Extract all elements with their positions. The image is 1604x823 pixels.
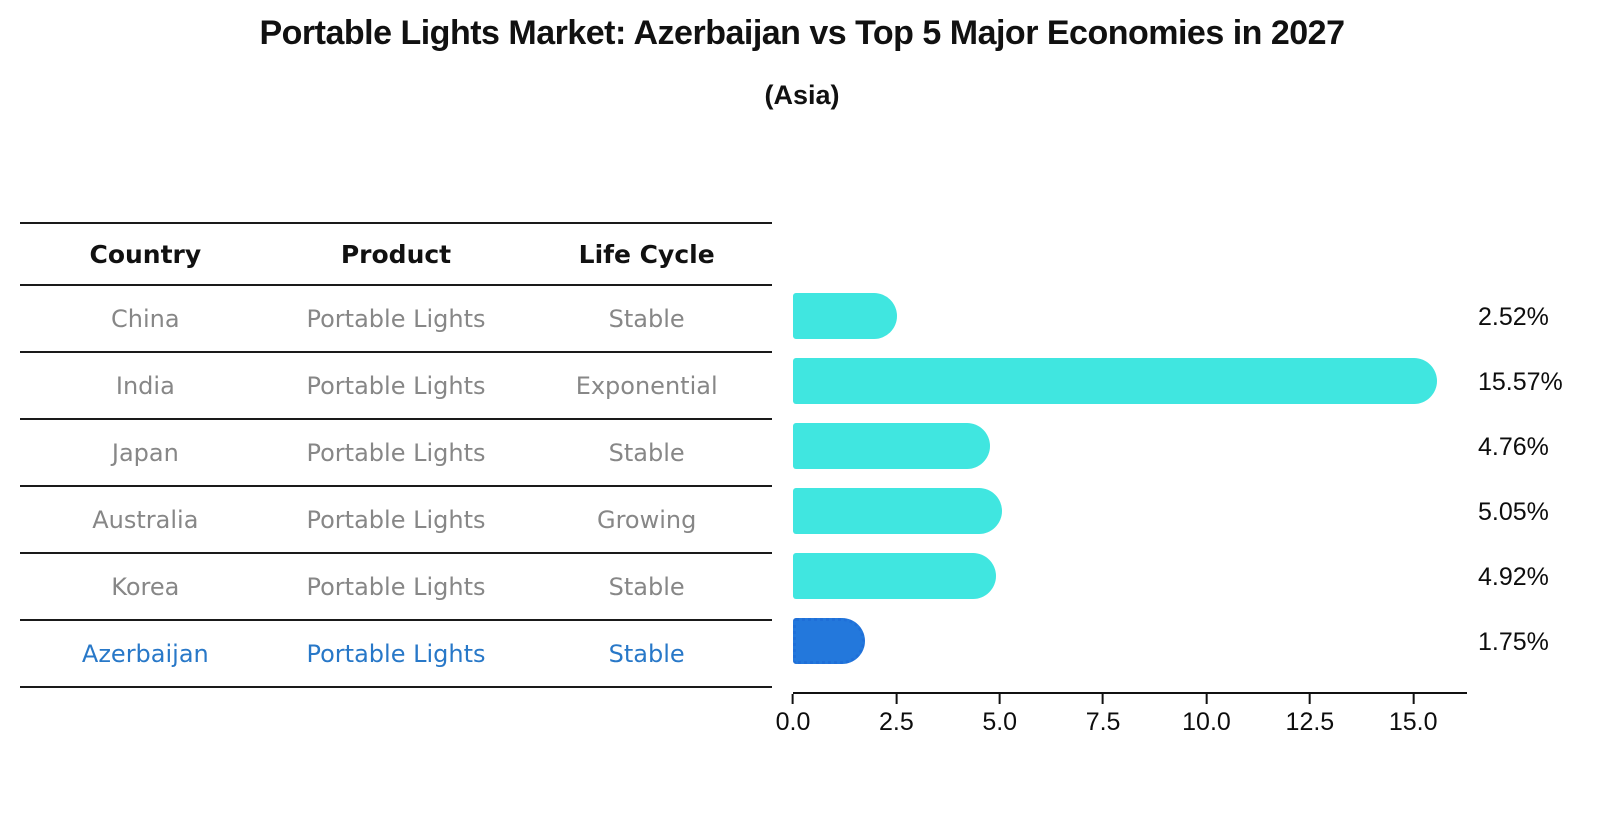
value-label-korea: 4.92% (1478, 563, 1549, 591)
tick-mark (1308, 694, 1311, 704)
cell-life-cycle: Stable (608, 639, 685, 668)
cell-country: India (115, 371, 175, 400)
x-tick: 7.5 (1085, 694, 1121, 737)
table-row-japan: Japan Portable Lights Stable (20, 420, 772, 487)
tick-mark (1412, 694, 1415, 704)
x-tick: 10.0 (1182, 694, 1231, 737)
tick-mark (1205, 694, 1208, 704)
value-label-india: 15.57% (1478, 368, 1563, 396)
bar-china (793, 293, 898, 339)
table-row-china: China Portable Lights Stable (20, 286, 772, 353)
value-label-japan: 4.76% (1478, 433, 1549, 461)
table-row-azerbaijan: Azerbaijan Portable Lights Stable (20, 621, 772, 688)
cell-life-cycle: Growing (596, 505, 697, 534)
tick-label: 0.0 (775, 708, 811, 736)
bar-row-korea (793, 553, 1467, 599)
cell-life-cycle: Exponential (575, 371, 718, 400)
tick-mark (791, 694, 794, 704)
x-tick: 12.5 (1285, 694, 1335, 737)
cell-product: Portable Lights (306, 438, 486, 467)
bar-row-australia (793, 488, 1467, 534)
bar-japan (793, 423, 990, 469)
value-label-australia: 5.05% (1478, 498, 1549, 526)
x-tick: 0.0 (775, 694, 811, 737)
table-header-row: Country Product Life Cycle (20, 222, 772, 286)
cell-life-cycle: Stable (608, 438, 685, 467)
value-label-china: 2.52% (1478, 303, 1549, 331)
bar-azerbaijan-highlighted (793, 618, 866, 664)
cell-product: Portable Lights (306, 304, 486, 333)
tick-label: 5.0 (982, 708, 1018, 736)
bar-india (793, 358, 1437, 404)
chart-subtitle: (Asia) (764, 80, 840, 110)
x-tick: 15.0 (1389, 694, 1438, 737)
cell-country: Japan (111, 438, 179, 467)
tick-label: 2.5 (879, 708, 914, 736)
cell-product: Portable Lights (306, 639, 486, 668)
table-row-australia: Australia Portable Lights Growing (20, 487, 772, 554)
tick-label: 15.0 (1388, 708, 1438, 736)
bar-row-azerbaijan (793, 618, 1467, 664)
cell-country: Australia (92, 505, 199, 534)
x-tick: 5.0 (982, 694, 1017, 737)
value-label-azerbaijan: 1.75% (1478, 628, 1549, 656)
tick-label: 7.5 (1085, 708, 1121, 736)
cell-life-cycle: Stable (608, 304, 685, 333)
cell-product: Portable Lights (306, 371, 486, 400)
chart-title: Portable Lights Market: Azerbaijan vs To… (259, 14, 1345, 52)
cell-country: China (111, 304, 180, 333)
tick-label: 10.0 (1182, 708, 1231, 736)
tick-mark (1102, 694, 1105, 704)
cell-product: Portable Lights (306, 572, 486, 601)
bar-row-india (793, 358, 1467, 404)
bar-plot-area (793, 284, 1467, 674)
header-life-cycle: Life Cycle (578, 239, 715, 269)
bar-korea (793, 553, 997, 599)
bar-australia (793, 488, 1002, 534)
table-row-india: India Portable Lights Exponential (20, 353, 772, 420)
table-row-korea: Korea Portable Lights Stable (20, 554, 772, 621)
x-tick: 2.5 (879, 694, 914, 737)
cell-product: Portable Lights (306, 505, 486, 534)
cell-life-cycle: Stable (608, 572, 685, 601)
bar-row-japan (793, 423, 1467, 469)
tick-mark (998, 694, 1001, 704)
cell-country: Korea (111, 572, 180, 601)
tick-mark (895, 694, 898, 704)
header-country: Country (89, 239, 202, 269)
tick-label: 12.5 (1285, 708, 1335, 736)
x-axis: 0.0 2.5 5.0 7.5 10.0 12.5 15.0 (776, 692, 1467, 744)
data-table: Country Product Life Cycle China Portabl… (20, 222, 772, 688)
header-product: Product (340, 239, 452, 269)
cell-country: Azerbaijan (81, 639, 209, 668)
bar-row-china (793, 293, 1467, 339)
